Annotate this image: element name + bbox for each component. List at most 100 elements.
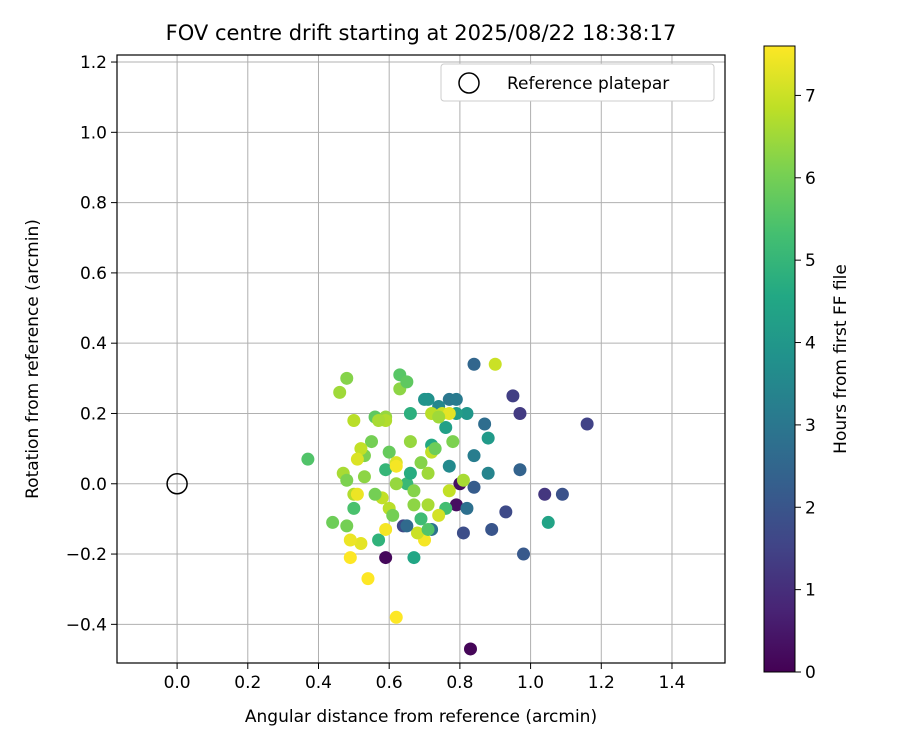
data-point [347,501,361,515]
plot-background [117,55,725,663]
data-point [400,375,414,389]
data-point [446,435,460,449]
data-points [301,357,594,656]
colorbar: 0 1 2 3 4 5 6 7 Hours from first FF file [763,45,851,683]
data-point [372,414,386,428]
x-tick-label: 1.2 [588,673,615,693]
colorbar-tick-label: 7 [805,86,816,106]
data-point [513,463,527,477]
data-point [340,371,354,385]
data-point [555,487,569,501]
y-tick-label: −0.4 [66,615,107,635]
data-point [372,533,386,547]
data-point [382,445,396,459]
grid [117,55,725,663]
data-point [368,487,382,501]
colorbar-tick-label: 5 [805,251,816,271]
reference-point [166,473,188,495]
x-tick-label: 0.0 [164,673,191,693]
data-point [340,519,354,533]
data-point [400,519,414,533]
data-point [389,459,403,473]
y-tick-label: 0.2 [80,404,107,424]
y-tick-label: 1.0 [80,123,107,143]
x-tick-label: 0.8 [446,673,473,693]
data-point [460,406,474,420]
colorbar-tick-label: 4 [805,334,816,354]
x-tick-label: 0.6 [376,673,403,693]
data-point [357,470,371,484]
x-tick-label: 1.4 [658,673,685,693]
data-point [301,452,315,466]
data-point [449,392,463,406]
data-point [478,417,492,431]
data-point [343,533,357,547]
data-point [354,537,368,551]
plot-frame [116,54,726,664]
data-point [460,501,474,515]
data-point [403,466,417,480]
data-point [326,515,340,529]
data-point [343,551,357,565]
data-point [340,473,354,487]
y-tick-label: −0.2 [66,545,107,565]
data-point [506,389,520,403]
colorbar-gradient [763,45,796,673]
plot-area [116,54,726,664]
data-point [414,512,428,526]
data-point [449,498,463,512]
data-point [389,477,403,491]
colorbar-tick-label: 3 [805,416,816,436]
data-point [333,385,347,399]
data-point [407,498,421,512]
y-tick-label: 0.6 [80,264,107,284]
data-point [463,642,477,656]
y-axis-label: Rotation from reference (arcmin) [23,219,43,499]
data-point [456,473,470,487]
data-point [428,442,442,456]
data-point [414,456,428,470]
colorbar-tick-label: 6 [805,169,816,189]
data-point [442,406,456,420]
data-point [467,480,481,494]
colorbar-label: Hours from first FF file [831,264,851,454]
y-tick-label: 0.4 [80,334,107,354]
legend-marker-open-circle [458,72,480,94]
data-point [365,435,379,449]
legend-label: Reference platepar [507,74,669,94]
colorbar-ticks: 0 1 2 3 4 5 6 7 [795,86,816,683]
data-point [350,487,364,501]
x-axis: 0.0 0.2 0.4 0.6 0.8 1.0 1.2 1.4 [164,663,686,693]
data-point [517,547,531,561]
data-point [389,610,403,624]
data-point [410,526,424,540]
colorbar-tick-label: 0 [805,663,816,683]
data-point [439,421,453,435]
data-point [403,406,417,420]
data-point [488,357,502,371]
legend-box [440,63,715,102]
data-point [403,435,417,449]
data-point [432,410,446,424]
data-point [421,522,435,536]
x-tick-label: 1.0 [517,673,544,693]
y-tick-label: 0.0 [80,475,107,495]
colorbar-tick-label: 2 [805,498,816,518]
x-tick-label: 0.2 [234,673,261,693]
data-point [354,442,368,456]
legend: Reference platepar [440,63,715,102]
y-tick-label: 1.2 [80,53,107,73]
y-tick-label: 0.8 [80,194,107,214]
data-point [481,431,495,445]
data-point [467,357,481,371]
data-point [513,406,527,420]
data-point [541,515,555,529]
data-point [442,459,456,473]
data-point [421,466,435,480]
data-point [379,463,393,477]
colorbar-tick-label: 1 [805,581,816,601]
data-point [361,572,375,586]
data-point [538,487,552,501]
data-point [456,526,470,540]
